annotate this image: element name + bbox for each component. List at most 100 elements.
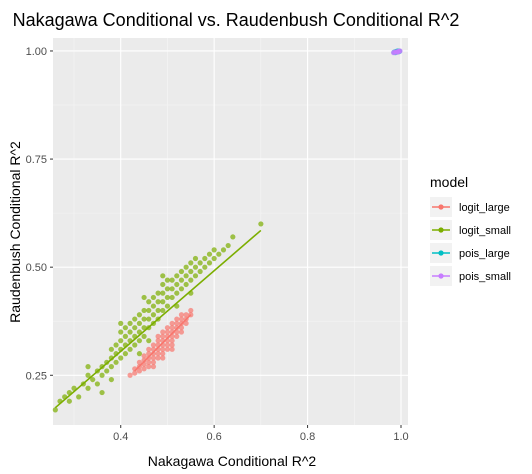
data-point	[169, 346, 175, 352]
data-point	[169, 286, 175, 292]
data-point	[141, 366, 147, 372]
data-point	[211, 247, 217, 253]
data-point	[174, 290, 180, 296]
data-point	[141, 357, 147, 363]
data-point	[160, 290, 166, 296]
legend-item-pois_small: pois_small	[430, 266, 511, 286]
data-point	[127, 320, 133, 326]
data-point	[164, 286, 171, 292]
x-axis-label: Nakagawa Conditional R^2	[148, 453, 317, 469]
series-layer	[52, 48, 403, 413]
data-point	[104, 368, 110, 374]
data-point	[183, 320, 189, 326]
x-tick-label: 0.6	[207, 431, 222, 443]
data-point	[160, 329, 166, 335]
data-point	[150, 359, 157, 365]
legend-item-pois_large: pois_large	[430, 243, 510, 263]
data-point	[150, 342, 157, 348]
data-point	[155, 290, 161, 296]
data-point	[174, 316, 180, 322]
legend-key-point	[438, 204, 444, 210]
data-point	[136, 351, 143, 357]
data-point	[146, 346, 152, 352]
data-point	[160, 307, 166, 314]
data-point	[127, 346, 133, 352]
data-point	[178, 316, 185, 322]
data-point	[52, 407, 58, 413]
data-point	[108, 364, 114, 370]
fit-line	[393, 50, 401, 54]
data-point	[118, 355, 124, 361]
legend-item-logit_large: logit_large	[430, 197, 510, 217]
data-point	[132, 316, 138, 322]
data-point	[230, 234, 236, 240]
data-point	[220, 247, 227, 253]
data-point	[211, 255, 217, 262]
data-point	[188, 268, 194, 275]
fit-line	[54, 229, 262, 409]
legend-item-logit_small: logit_small	[430, 220, 511, 240]
data-point	[118, 338, 124, 344]
legend-label: pois_large	[459, 248, 510, 260]
y-axis: 0.25 0.50 0.75 1.00	[26, 46, 53, 382]
data-point	[160, 351, 166, 357]
data-point	[178, 268, 185, 275]
data-point	[216, 251, 222, 257]
data-point	[85, 385, 91, 391]
data-point	[169, 338, 175, 344]
data-point	[141, 294, 147, 301]
data-point	[108, 376, 114, 383]
x-tick-label: 0.8	[300, 431, 315, 443]
data-point	[178, 277, 185, 283]
data-point	[127, 372, 133, 378]
data-point	[160, 273, 166, 279]
data-point	[197, 260, 203, 266]
legend: model logit_large logit_small pois_largepo…	[430, 174, 511, 286]
data-point	[164, 329, 171, 335]
data-point	[76, 394, 82, 400]
data-point	[155, 338, 161, 344]
data-point	[160, 333, 166, 339]
data-point	[188, 260, 194, 266]
data-point	[146, 364, 152, 370]
data-point	[188, 277, 194, 283]
series-logit_small	[52, 221, 264, 413]
data-point	[192, 264, 199, 270]
data-point	[155, 333, 161, 339]
data-point	[169, 320, 175, 326]
y-tick-label: 0.75	[26, 154, 47, 166]
data-point	[113, 342, 119, 348]
data-point	[160, 299, 166, 305]
data-point	[169, 294, 175, 301]
data-point	[90, 376, 96, 383]
data-point	[164, 346, 171, 352]
data-point	[66, 398, 72, 404]
data-point	[155, 299, 161, 305]
data-point	[94, 381, 100, 387]
data-point	[85, 364, 91, 370]
data-point	[132, 370, 138, 376]
grid-major	[53, 38, 408, 425]
data-point	[150, 364, 157, 370]
data-point	[183, 281, 189, 288]
y-axis-label: Raudenbush Conditional R^2	[7, 141, 23, 323]
data-point	[202, 264, 208, 270]
data-point	[122, 351, 129, 357]
data-point	[169, 329, 175, 335]
data-point	[146, 359, 152, 365]
legend-key-point	[438, 250, 444, 256]
data-point	[146, 338, 152, 344]
data-point	[150, 294, 157, 301]
data-point	[122, 333, 129, 339]
fit-line	[134, 314, 192, 372]
plot-panel	[53, 38, 408, 425]
data-point	[183, 273, 189, 279]
data-point	[174, 273, 180, 279]
data-point	[183, 312, 189, 318]
data-point	[150, 355, 157, 361]
data-point	[127, 329, 133, 335]
data-point	[150, 312, 157, 318]
grid-minor	[53, 38, 408, 425]
data-point	[169, 325, 175, 331]
